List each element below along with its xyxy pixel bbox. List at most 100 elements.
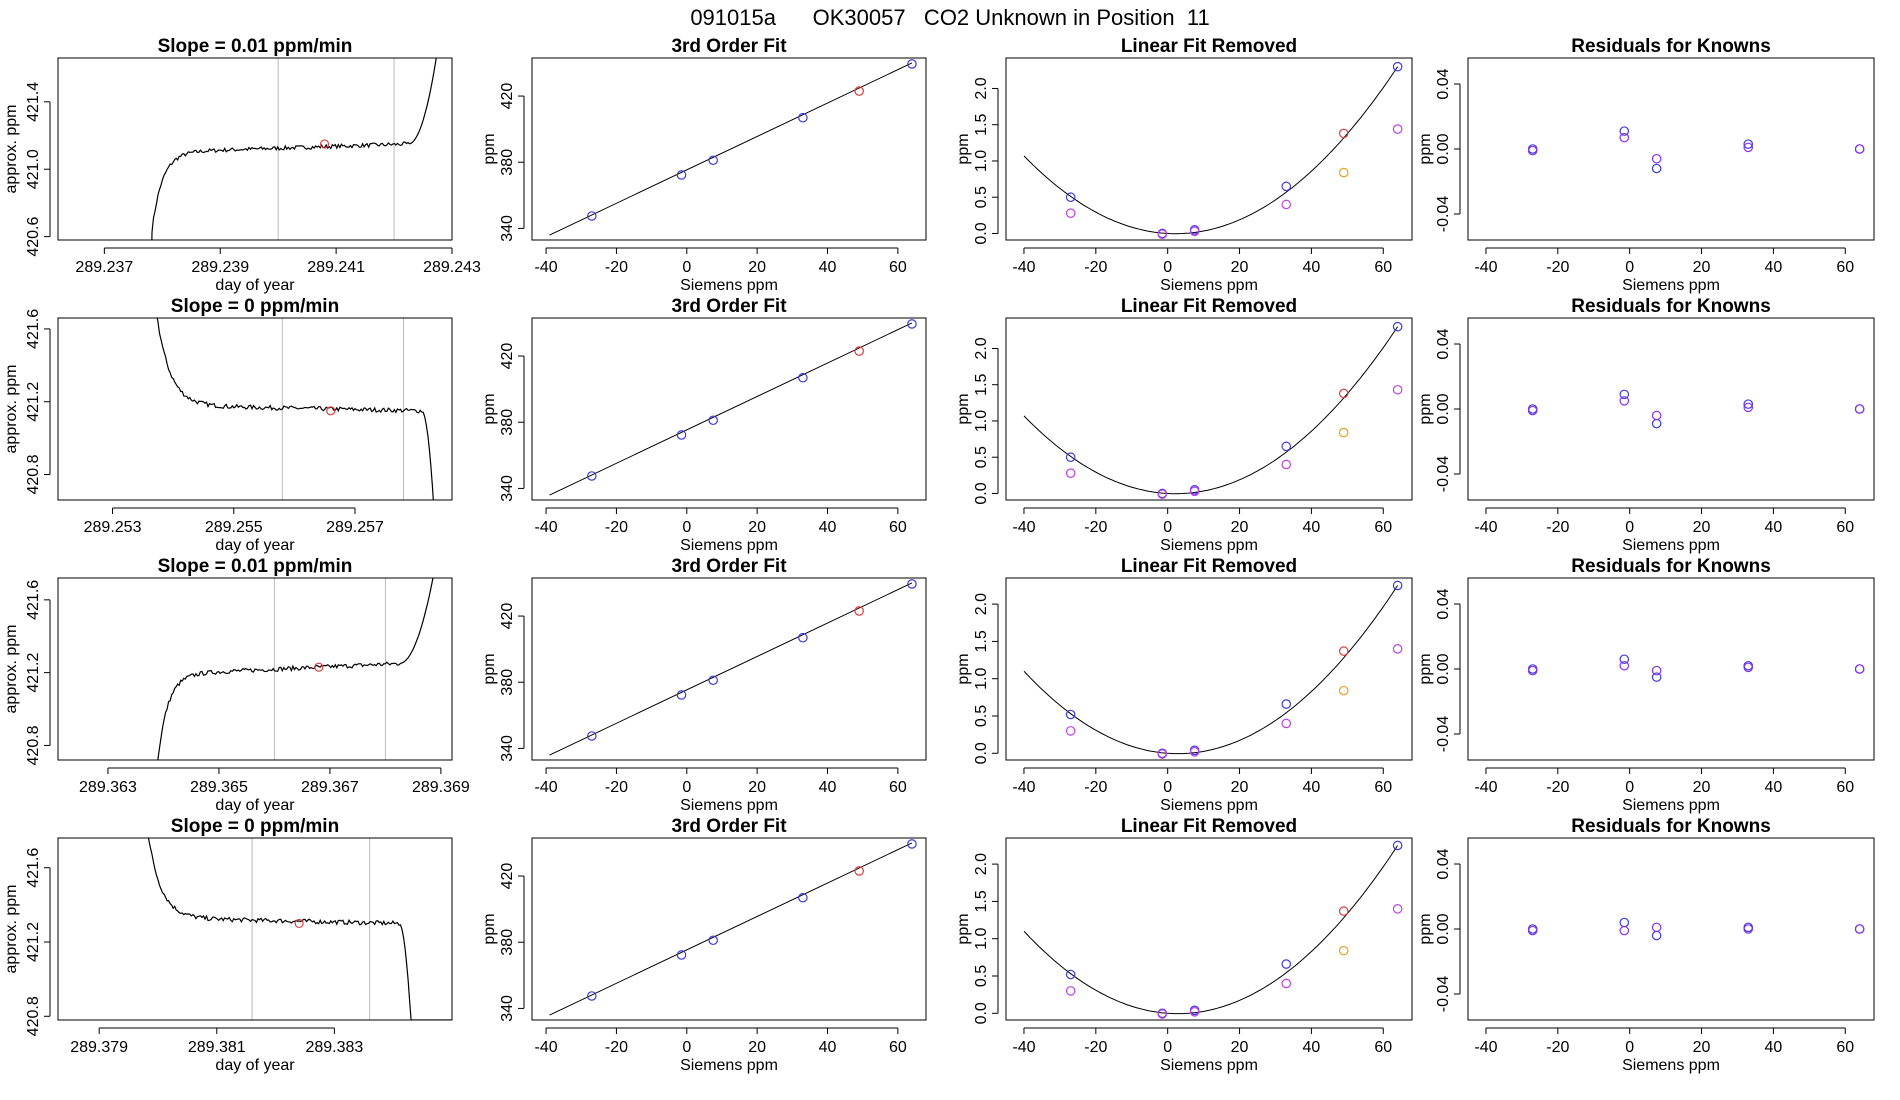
x-tick-label: 60 bbox=[1836, 1039, 1854, 1056]
plot-area bbox=[549, 59, 917, 236]
y-tick-label: 421.0 bbox=[25, 149, 42, 189]
x-axis-label: Siemens ppm bbox=[680, 277, 778, 294]
x-tick-label: 0 bbox=[1163, 779, 1172, 796]
plot-area bbox=[156, 318, 434, 500]
x-tick-label: -40 bbox=[1474, 779, 1497, 796]
data-point bbox=[1281, 181, 1292, 192]
x-tick-label: 20 bbox=[1231, 779, 1249, 796]
data-point bbox=[1065, 192, 1076, 203]
y-axis: 0.0 0.5 1.0 1.5 2.0 bbox=[973, 77, 999, 245]
x-tick-label: 20 bbox=[1231, 519, 1249, 536]
x-axis-label: Siemens ppm bbox=[1622, 1057, 1720, 1074]
y-tick-label: 340 bbox=[499, 475, 516, 502]
y-axis-label: approx. ppm bbox=[3, 885, 20, 974]
data-point bbox=[798, 372, 808, 383]
data-point bbox=[854, 606, 864, 616]
y-axis-label: ppm bbox=[481, 133, 498, 164]
y-tick-label: 420.8 bbox=[25, 454, 42, 494]
panel-title: 3rd Order Fit bbox=[671, 36, 787, 57]
x-tick-label: 40 bbox=[819, 519, 837, 536]
data-point bbox=[1651, 163, 1662, 174]
x-tick-label: 60 bbox=[1836, 259, 1854, 276]
y-tick-label: 380 bbox=[499, 149, 516, 176]
panel-1-2: Slope = 0 ppm/min 289.253 289.255 289.257 da… bbox=[3, 296, 453, 554]
x-tick-label: 60 bbox=[889, 519, 907, 536]
x-axis: -40 -20 0 20 40 60 bbox=[535, 1027, 907, 1056]
x-tick-label: 20 bbox=[1693, 259, 1711, 276]
data-point bbox=[1281, 699, 1292, 709]
plot-frame bbox=[1005, 57, 1413, 241]
plot-area bbox=[1527, 654, 1865, 682]
y-tick-label: 1.0 bbox=[973, 150, 990, 172]
y-tick-label: 420 bbox=[499, 83, 516, 110]
x-tick-label: -20 bbox=[1546, 779, 1569, 796]
x-tick-label: -20 bbox=[605, 779, 628, 796]
x-tick-label: 20 bbox=[1693, 1039, 1711, 1056]
plot-frame bbox=[531, 57, 927, 241]
plot-frame bbox=[57, 837, 453, 1021]
x-axis-label: Siemens ppm bbox=[680, 537, 778, 554]
data-point bbox=[1854, 404, 1865, 414]
y-tick-label: 1.5 bbox=[973, 630, 990, 652]
y-tick-label: 421.2 bbox=[25, 922, 42, 962]
x-tick-label: 20 bbox=[748, 519, 766, 536]
y-tick-label: 0.0 bbox=[973, 1002, 990, 1024]
y-tick-label: -0.04 bbox=[1435, 716, 1452, 753]
data-point bbox=[1281, 718, 1292, 729]
data-point bbox=[1651, 665, 1662, 676]
data-point bbox=[1281, 441, 1292, 452]
x-tick-label: 0 bbox=[1163, 1039, 1172, 1056]
plot-frame bbox=[1467, 837, 1875, 1021]
y-tick-label: 0.00 bbox=[1435, 653, 1452, 684]
average-marker bbox=[326, 406, 336, 416]
panel-title: Linear Fit Removed bbox=[1121, 36, 1297, 57]
data-point bbox=[1065, 709, 1076, 720]
x-tick-label: -20 bbox=[605, 259, 628, 276]
y-axis: -0.04 0.00 0.04 bbox=[1435, 848, 1461, 1012]
x-tick-label: 20 bbox=[1693, 779, 1711, 796]
x-axis: -40 -20 0 20 40 60 bbox=[1012, 247, 1392, 276]
y-tick-label: 0.04 bbox=[1435, 68, 1452, 99]
x-tick-label: 40 bbox=[1764, 259, 1782, 276]
plot-frame bbox=[531, 317, 927, 501]
y-tick-label: 0.04 bbox=[1435, 328, 1452, 359]
y-tick-label: 420.8 bbox=[25, 725, 42, 765]
data-point bbox=[708, 415, 718, 426]
concentration-trace bbox=[156, 318, 434, 500]
average-marker bbox=[319, 139, 330, 149]
x-tick-label: 40 bbox=[1764, 779, 1782, 796]
y-tick-label: 420 bbox=[499, 863, 516, 890]
concentration-trace bbox=[157, 578, 434, 760]
y-tick-label: 420 bbox=[499, 343, 516, 370]
x-tick-label: 20 bbox=[748, 779, 766, 796]
data-point bbox=[1527, 925, 1538, 936]
data-point bbox=[1338, 945, 1349, 956]
data-point bbox=[1338, 685, 1349, 696]
data-point bbox=[1065, 208, 1076, 218]
fit-curve bbox=[1023, 585, 1399, 755]
data-point bbox=[1189, 746, 1200, 757]
panel-3-1: Linear Fit Removed -40 -20 0 20 40 60 Siemens p… bbox=[955, 36, 1413, 294]
plot-frame bbox=[57, 57, 453, 241]
panel-title: Slope = 0.01 ppm/min bbox=[158, 36, 353, 57]
data-point bbox=[1743, 139, 1754, 149]
y-axis: 0.0 0.5 1.0 1.5 2.0 bbox=[973, 593, 999, 764]
y-axis: 420.8 421.2 421.6 bbox=[25, 848, 51, 1036]
x-tick-label: -20 bbox=[605, 1039, 628, 1056]
x-tick-label: 0 bbox=[1163, 519, 1172, 536]
data-point bbox=[1619, 660, 1630, 671]
y-axis: -0.04 0.00 0.04 bbox=[1435, 68, 1461, 232]
plot-area bbox=[1527, 917, 1865, 941]
y-tick-label: 421.6 bbox=[25, 580, 42, 620]
y-tick-label: 0.5 bbox=[973, 446, 990, 468]
x-tick-label: 0 bbox=[1625, 259, 1634, 276]
data-point bbox=[587, 211, 597, 221]
y-tick-label: 2.0 bbox=[973, 853, 990, 875]
panel-1-4: Slope = 0 ppm/min 289.379 289.381 289.383 da… bbox=[3, 816, 453, 1074]
data-point bbox=[1065, 726, 1076, 736]
x-tick-label: 60 bbox=[889, 779, 907, 796]
data-point bbox=[1854, 664, 1865, 674]
panel-4-4: Residuals for Knowns -40 -20 0 20 40 60 Siemens… bbox=[1417, 816, 1875, 1074]
data-point bbox=[1651, 922, 1662, 933]
x-tick-label: 289.367 bbox=[301, 779, 359, 796]
